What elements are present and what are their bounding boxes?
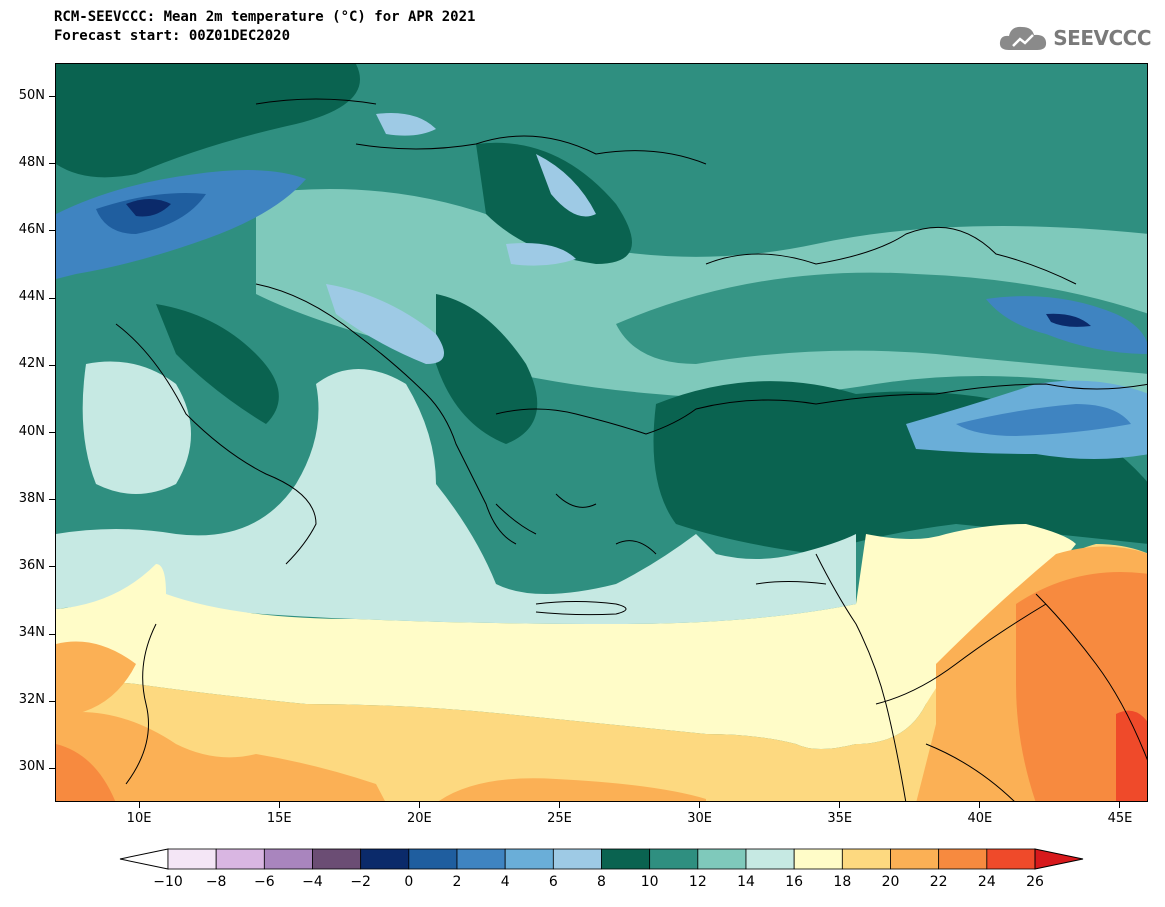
x-tick-label: 20E bbox=[406, 811, 432, 826]
colorbar-label: −6 bbox=[254, 874, 275, 890]
colorbar-bin bbox=[793, 848, 843, 870]
colorbar-bin bbox=[360, 848, 410, 870]
colorbar-label: 10 bbox=[640, 874, 659, 890]
brand-name: SEEVCCC bbox=[1053, 26, 1151, 50]
y-tick-mark bbox=[49, 163, 55, 165]
temperature-map bbox=[55, 63, 1148, 802]
x-tick-label: 10E bbox=[126, 811, 152, 826]
colorbar-label: 4 bbox=[500, 874, 510, 890]
y-tick-mark bbox=[49, 230, 55, 232]
colorbar-label: −4 bbox=[302, 874, 323, 890]
y-tick-mark bbox=[49, 633, 55, 635]
colorbar-under-arrow bbox=[119, 848, 169, 870]
forecast-start: Forecast start: 00Z01DEC2020 bbox=[54, 28, 291, 44]
colorbar-bin bbox=[215, 848, 265, 870]
colorbar-over-arrow bbox=[1034, 848, 1084, 870]
colorbar-label: −10 bbox=[153, 874, 183, 890]
temperature-field bbox=[56, 64, 1147, 801]
colorbar-bin bbox=[408, 848, 458, 870]
x-tick-label: 25E bbox=[547, 811, 572, 826]
y-tick-label: 34N bbox=[18, 625, 45, 641]
y-tick-label: 48N bbox=[18, 154, 45, 170]
x-tick-label: 30E bbox=[687, 811, 712, 826]
y-tick-label: 32N bbox=[18, 692, 45, 708]
x-tick-mark bbox=[979, 802, 981, 808]
x-tick-label: 35E bbox=[827, 811, 853, 826]
colorbar-label: 16 bbox=[785, 874, 804, 890]
colorbar-label: 12 bbox=[688, 874, 707, 890]
y-tick-mark bbox=[49, 767, 55, 769]
y-tick-label: 40N bbox=[18, 423, 45, 439]
y-tick-mark bbox=[49, 700, 55, 702]
colorbar-label: 8 bbox=[597, 874, 606, 890]
map-title: RCM-SEEVCCC: Mean 2m temperature (°C) fo… bbox=[54, 9, 476, 25]
y-tick-mark bbox=[49, 499, 55, 501]
colorbar-bin bbox=[841, 848, 891, 870]
y-tick-label: 42N bbox=[18, 356, 45, 372]
colorbar-bin bbox=[601, 848, 651, 870]
colorbar-label: −2 bbox=[350, 874, 371, 890]
colorbar-label: 6 bbox=[548, 874, 558, 890]
y-tick-label: 46N bbox=[18, 221, 45, 237]
y-tick-mark bbox=[49, 96, 55, 98]
y-tick-label: 38N bbox=[18, 490, 45, 506]
x-tick-mark bbox=[1119, 802, 1121, 808]
colorbar-bin bbox=[312, 848, 362, 870]
x-tick-mark bbox=[839, 802, 841, 808]
colorbar-label: 24 bbox=[977, 874, 996, 890]
colorbar-bin bbox=[745, 848, 795, 870]
colorbar-bin bbox=[167, 848, 217, 870]
x-tick-label: 40E bbox=[967, 811, 993, 826]
y-tick-label: 30N bbox=[18, 759, 45, 775]
colorbar-bin bbox=[456, 848, 506, 870]
colorbar-bin bbox=[552, 848, 602, 870]
colorbar-bin bbox=[938, 848, 988, 870]
y-tick-mark bbox=[49, 297, 55, 299]
colorbar-label: 14 bbox=[737, 874, 755, 890]
colorbar-label: 18 bbox=[833, 874, 852, 890]
colorbar-label: 26 bbox=[1026, 874, 1044, 890]
colorbar-label: 20 bbox=[881, 874, 900, 890]
colorbar-label: −8 bbox=[205, 874, 227, 890]
x-tick-label: 45E bbox=[1107, 811, 1133, 826]
x-tick-mark bbox=[558, 802, 560, 808]
colorbar-label: 2 bbox=[452, 874, 462, 890]
y-tick-label: 36N bbox=[18, 557, 45, 573]
colorbar-bin bbox=[986, 848, 1036, 870]
x-tick-mark bbox=[418, 802, 420, 808]
colorbar-bin bbox=[504, 848, 554, 870]
colorbar-label: 22 bbox=[929, 874, 948, 890]
x-tick-mark bbox=[699, 802, 701, 808]
colorbar-bin bbox=[263, 848, 313, 870]
brand-logo: SEEVCCC bbox=[997, 23, 1151, 53]
x-tick-label: 15E bbox=[266, 811, 292, 826]
colorbar-bin bbox=[697, 848, 747, 870]
colorbar-bin bbox=[890, 848, 940, 870]
cloud-icon bbox=[1000, 26, 1047, 50]
x-tick-mark bbox=[138, 802, 140, 808]
y-tick-mark bbox=[49, 364, 55, 366]
y-tick-label: 44N bbox=[18, 289, 45, 305]
y-tick-label: 50N bbox=[18, 87, 45, 103]
x-tick-mark bbox=[278, 802, 280, 808]
colorbar-bin bbox=[649, 848, 699, 870]
y-tick-mark bbox=[49, 566, 55, 568]
colorbar-label: 0 bbox=[404, 874, 414, 890]
y-tick-mark bbox=[49, 432, 55, 433]
